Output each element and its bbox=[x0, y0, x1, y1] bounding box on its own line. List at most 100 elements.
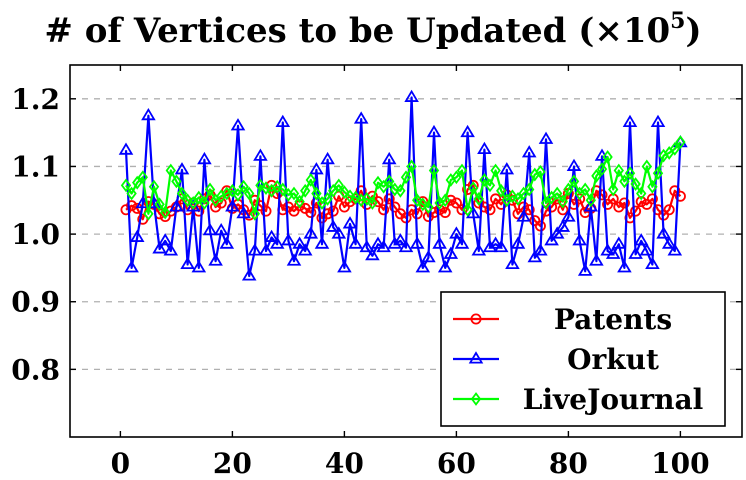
data-point-livejournal bbox=[479, 173, 490, 187]
data-point-orkut bbox=[437, 260, 453, 273]
data-point-livejournal bbox=[238, 179, 249, 194]
data-point-livejournal bbox=[199, 196, 210, 210]
data-point-patents bbox=[674, 190, 686, 202]
data-point-livejournal bbox=[339, 185, 350, 200]
data-point-orkut bbox=[633, 233, 649, 246]
legend-entry-livejournal: LiveJournal bbox=[453, 383, 703, 416]
data-point-orkut bbox=[471, 243, 487, 256]
data-point-orkut bbox=[605, 246, 621, 259]
data-point-livejournal bbox=[154, 197, 165, 212]
x-tick-label: 100 bbox=[651, 447, 709, 480]
data-point-livejournal bbox=[473, 192, 484, 206]
data-point-orkut bbox=[460, 124, 475, 138]
legend-marker-orkut bbox=[468, 351, 484, 364]
data-point-orkut bbox=[213, 222, 229, 236]
data-point-patents bbox=[669, 185, 681, 197]
data-point-orkut bbox=[426, 124, 442, 138]
data-point-livejournal bbox=[602, 150, 613, 164]
data-point-orkut bbox=[118, 142, 134, 155]
data-point-livejournal bbox=[568, 174, 580, 189]
data-point-livejournal bbox=[440, 193, 451, 208]
data-point-orkut bbox=[505, 256, 520, 270]
legend-label-orkut: Orkut bbox=[567, 343, 659, 376]
data-point-livejournal bbox=[350, 190, 361, 205]
data-point-orkut bbox=[124, 260, 139, 273]
x-tick-label: 0 bbox=[111, 447, 130, 480]
data-point-livejournal bbox=[636, 186, 647, 201]
data-point-livejournal bbox=[160, 205, 171, 220]
chart-title: # of Vertices to be Updated (×105) bbox=[44, 8, 701, 51]
data-point-livejournal bbox=[624, 166, 636, 181]
data-point-livejournal bbox=[372, 175, 384, 190]
data-point-livejournal bbox=[630, 177, 641, 191]
plot-frame bbox=[69, 64, 743, 438]
data-point-livejournal bbox=[182, 193, 193, 208]
data-point-patents bbox=[618, 197, 630, 209]
data-point-orkut bbox=[141, 107, 156, 121]
data-point-orkut bbox=[297, 243, 313, 256]
data-point-livejournal bbox=[272, 179, 283, 194]
data-point-orkut bbox=[225, 199, 240, 212]
data-point-orkut bbox=[387, 236, 403, 249]
data-point-orkut bbox=[365, 247, 380, 261]
data-point-orkut bbox=[516, 209, 531, 222]
data-point-livejournal bbox=[322, 192, 333, 206]
legend-label-livejournal: LiveJournal bbox=[523, 383, 704, 416]
data-point-orkut bbox=[286, 253, 302, 266]
data-point-orkut bbox=[152, 241, 167, 254]
data-point-patents bbox=[641, 198, 653, 210]
data-point-orkut bbox=[421, 250, 436, 263]
data-point-livejournal bbox=[300, 183, 311, 198]
data-point-orkut bbox=[639, 243, 655, 256]
y-tick-label: 0.8 bbox=[11, 353, 60, 386]
data-point-livejournal bbox=[540, 196, 552, 210]
data-point-orkut bbox=[348, 236, 363, 249]
data-point-livejournal bbox=[367, 196, 378, 210]
data-point-livejournal bbox=[552, 186, 563, 201]
data-point-orkut bbox=[269, 236, 285, 249]
data-point-orkut bbox=[443, 246, 459, 259]
data-point-livejournal bbox=[143, 206, 154, 221]
data-point-livejournal bbox=[647, 179, 658, 194]
data-point-livejournal bbox=[132, 175, 143, 190]
data-point-livejournal bbox=[490, 163, 501, 178]
data-point-patents bbox=[596, 189, 608, 201]
data-point-livejournal bbox=[423, 200, 434, 214]
x-tick-label: 60 bbox=[437, 447, 476, 480]
data-point-livejournal bbox=[311, 186, 322, 201]
data-point-orkut bbox=[393, 233, 408, 246]
data-point-livejournal bbox=[126, 186, 137, 201]
data-point-livejournal bbox=[395, 183, 406, 198]
data-point-patents bbox=[383, 193, 395, 205]
data-point-livejournal bbox=[557, 194, 568, 209]
y-tick-label: 1.2 bbox=[11, 83, 60, 116]
chart-title-superscript: 5 bbox=[670, 8, 685, 34]
data-point-patents bbox=[630, 205, 642, 217]
data-point-orkut bbox=[253, 148, 268, 161]
data-point-orkut bbox=[409, 236, 425, 249]
data-point-livejournal bbox=[451, 170, 462, 185]
data-point-livejournal bbox=[608, 182, 619, 197]
data-point-patents bbox=[484, 204, 496, 216]
y-tick-label: 1.0 bbox=[11, 218, 60, 251]
data-point-orkut bbox=[359, 239, 375, 253]
data-point-orkut bbox=[292, 236, 307, 249]
data-point-patents bbox=[490, 193, 502, 205]
data-point-livejournal bbox=[591, 169, 602, 183]
data-point-orkut bbox=[342, 216, 358, 229]
x-tick-label: 20 bbox=[213, 447, 252, 480]
data-point-orkut bbox=[314, 236, 330, 249]
data-point-orkut bbox=[493, 239, 509, 253]
data-point-livejournal bbox=[412, 193, 423, 208]
data-point-orkut bbox=[477, 141, 492, 155]
data-point-orkut bbox=[415, 260, 431, 273]
data-point-orkut bbox=[667, 243, 683, 256]
data-point-orkut bbox=[555, 219, 571, 232]
legend-marker-patents bbox=[470, 313, 482, 325]
data-point-patents bbox=[663, 204, 675, 216]
y-tick-label: 0.9 bbox=[11, 286, 60, 319]
data-point-orkut bbox=[404, 89, 419, 102]
data-point-orkut bbox=[589, 253, 604, 266]
data-point-livejournal bbox=[328, 183, 339, 198]
data-point-livejournal bbox=[227, 183, 238, 198]
